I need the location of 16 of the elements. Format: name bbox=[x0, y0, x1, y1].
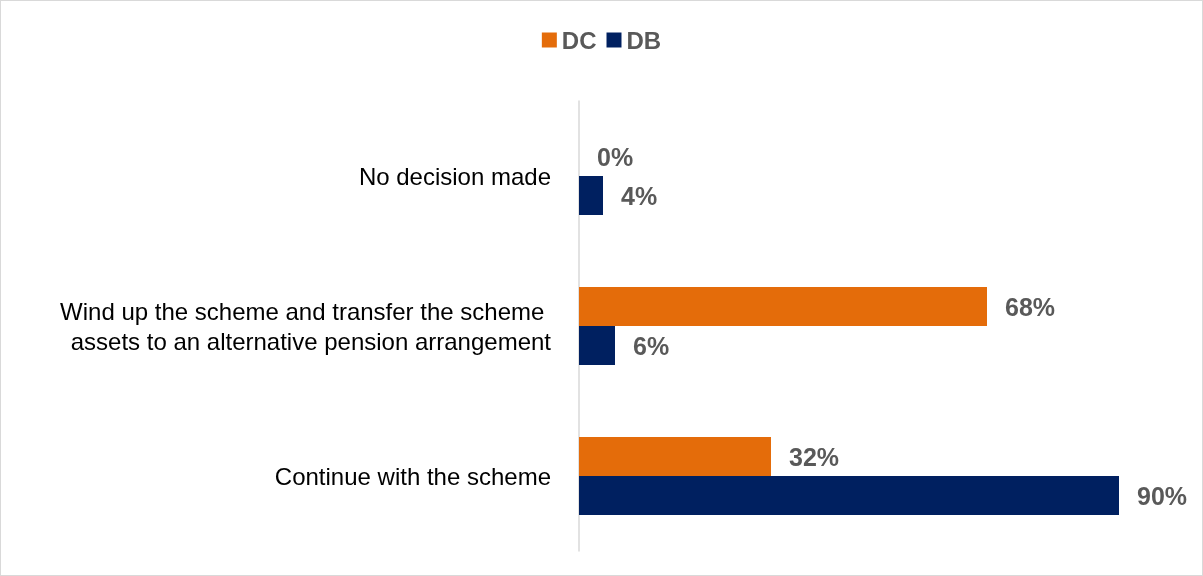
bar bbox=[579, 326, 615, 365]
data-label: 6% bbox=[633, 331, 670, 360]
legend-label: DC bbox=[561, 26, 597, 54]
bar bbox=[579, 476, 1119, 515]
data-label: 90% bbox=[1137, 481, 1188, 510]
y-tick-label: Continue with the scheme bbox=[274, 462, 551, 490]
bar bbox=[579, 437, 771, 476]
y-tick-label: Wind up the scheme and transfer the scheme assets to an alternative pension arrangement bbox=[60, 297, 552, 355]
data-label: 68% bbox=[1005, 292, 1056, 321]
data-label: 4% bbox=[621, 181, 658, 210]
data-label: 0% bbox=[597, 142, 634, 171]
y-tick-label: No decision made bbox=[358, 162, 551, 190]
legend-label: DB bbox=[626, 26, 662, 54]
bar bbox=[579, 287, 987, 326]
data-label: 32% bbox=[789, 442, 840, 471]
bar bbox=[579, 176, 603, 215]
